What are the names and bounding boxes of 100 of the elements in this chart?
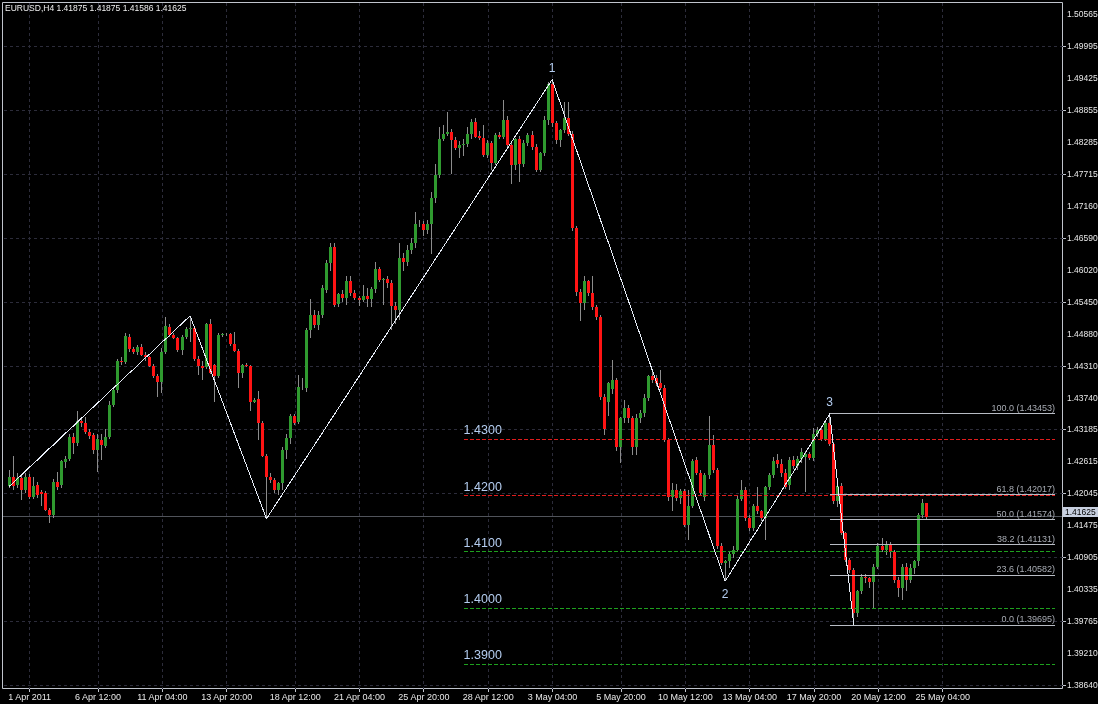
candlestick [71,432,75,455]
candlestick [904,562,908,592]
y-tick-label: 1.47160 [1067,200,1098,211]
candlestick [578,288,582,322]
series-label: 1.4300 [463,423,502,438]
candlestick [264,453,268,520]
y-tick-label: 1.46020 [1067,264,1098,275]
y-tick-label: 1.46590 [1067,232,1098,243]
ref-line-label: 1.41625 [1065,506,1096,517]
candlestick [643,393,647,418]
candlestick [470,118,474,140]
x-tick-label: 3 May 04:00 [527,691,578,702]
x-tick-label: 25 Apr 20:00 [398,691,450,702]
candlestick [43,490,47,512]
series-label: 1.4000 [463,592,502,607]
candlestick [908,563,912,584]
x-tick-label: 5 May 20:00 [596,691,646,702]
series-label: 1.4100 [463,535,502,550]
candlestick [104,428,108,449]
candlestick [482,124,486,158]
x-tick-label: 13 May 04:00 [722,691,778,702]
x-tick-label: 21 Apr 04:00 [333,691,386,702]
candlestick [112,387,116,408]
candlestick [91,432,95,455]
annotation: 61.8 (1.42017) [996,483,1055,494]
candlestick [606,381,610,417]
candlestick [771,456,775,479]
y-tick-label: 1.44880 [1067,328,1098,339]
y-tick-label: 1.45450 [1067,296,1098,307]
candlestick [466,126,470,148]
y-tick-label: 1.48855 [1067,105,1098,116]
y-tick-label: 1.41475 [1067,520,1098,531]
candlestick [289,413,293,445]
x-tick-label: 13 Apr 20:00 [201,691,253,702]
candlestick [590,275,594,311]
candlestick [393,301,397,325]
candlestick [405,244,409,267]
candlestick [345,275,349,306]
y-tick-label: 1.38640 [1067,679,1098,690]
annotation: 23.6 (1.40582) [996,564,1055,575]
candlestick [582,275,586,311]
y-tick-label: 1.39210 [1067,647,1098,658]
candlestick [558,128,562,148]
annotation: 38.2 (1.41131) [997,533,1055,544]
y-tick-label: 1.50565 [1067,9,1098,20]
y-tick-label: 1.49995 [1067,41,1098,52]
y-tick-label: 1.43185 [1067,424,1098,435]
x-tick-label: 6 Apr 12:00 [74,691,122,702]
x-tick-label: 20 May 12:00 [851,691,906,702]
candlestick [462,138,466,157]
candlestick [659,369,663,391]
candlestick [361,284,365,303]
candlestick [365,287,369,308]
candlestick [389,279,393,331]
candlestick [502,99,506,140]
candlestick [232,331,236,353]
y-tick-label: 1.49425 [1067,73,1098,84]
y-tick-label: 1.39765 [1067,616,1098,627]
candlestick [671,482,675,512]
y-tick-label: 1.42615 [1067,456,1098,467]
candlestick [156,373,160,398]
y-tick-label: 1.43740 [1067,392,1098,403]
candlestick [309,298,313,339]
line-series [8,79,855,626]
x-tick-label: 28 Apr 12:00 [462,691,514,702]
candlestick [381,277,385,306]
chart-title: EURUSD,H4 1.41875 1.41875 1.41586 1.41625 [5,3,187,13]
candlestick [562,101,566,134]
candlestick [188,315,192,343]
candlestick [703,472,707,502]
candlestick [19,474,23,501]
candlestick [522,139,526,168]
x-tick-label: 25 May 04:00 [915,691,971,702]
candlestick [433,163,437,204]
candlestick [490,140,494,171]
annotation: 50.0 (1.41574) [996,508,1055,519]
y-tick-label: 1.40335 [1067,584,1098,595]
y-tick-label: 1.40905 [1067,552,1098,563]
x-tick-label: 10 May 12:00 [658,691,713,702]
x-tick-label: 11 Apr 04:00 [137,691,188,702]
candlestick [755,486,759,515]
y-tick-label: 1.47715 [1067,169,1098,180]
series-label: 1.3900 [463,648,502,663]
candlestick [31,476,35,500]
candlestick [100,433,104,461]
candlestick [96,433,100,473]
candlestick [920,498,924,519]
annotation: 1 [548,60,556,75]
x-tick-label: 18 Apr 12:00 [269,691,321,702]
candlestick [413,211,417,249]
candlestick [67,433,71,462]
candlestick [27,473,31,500]
y-tick-label: 1.44310 [1067,360,1098,371]
candlestick [450,128,454,174]
series-label: 1.4200 [463,479,502,494]
x-tick-label: 1 Apr 2011 [8,691,52,702]
candlestick [446,111,450,137]
candlestick [236,349,240,389]
candlestick [349,275,353,297]
y-tick-label: 1.42045 [1067,488,1098,499]
